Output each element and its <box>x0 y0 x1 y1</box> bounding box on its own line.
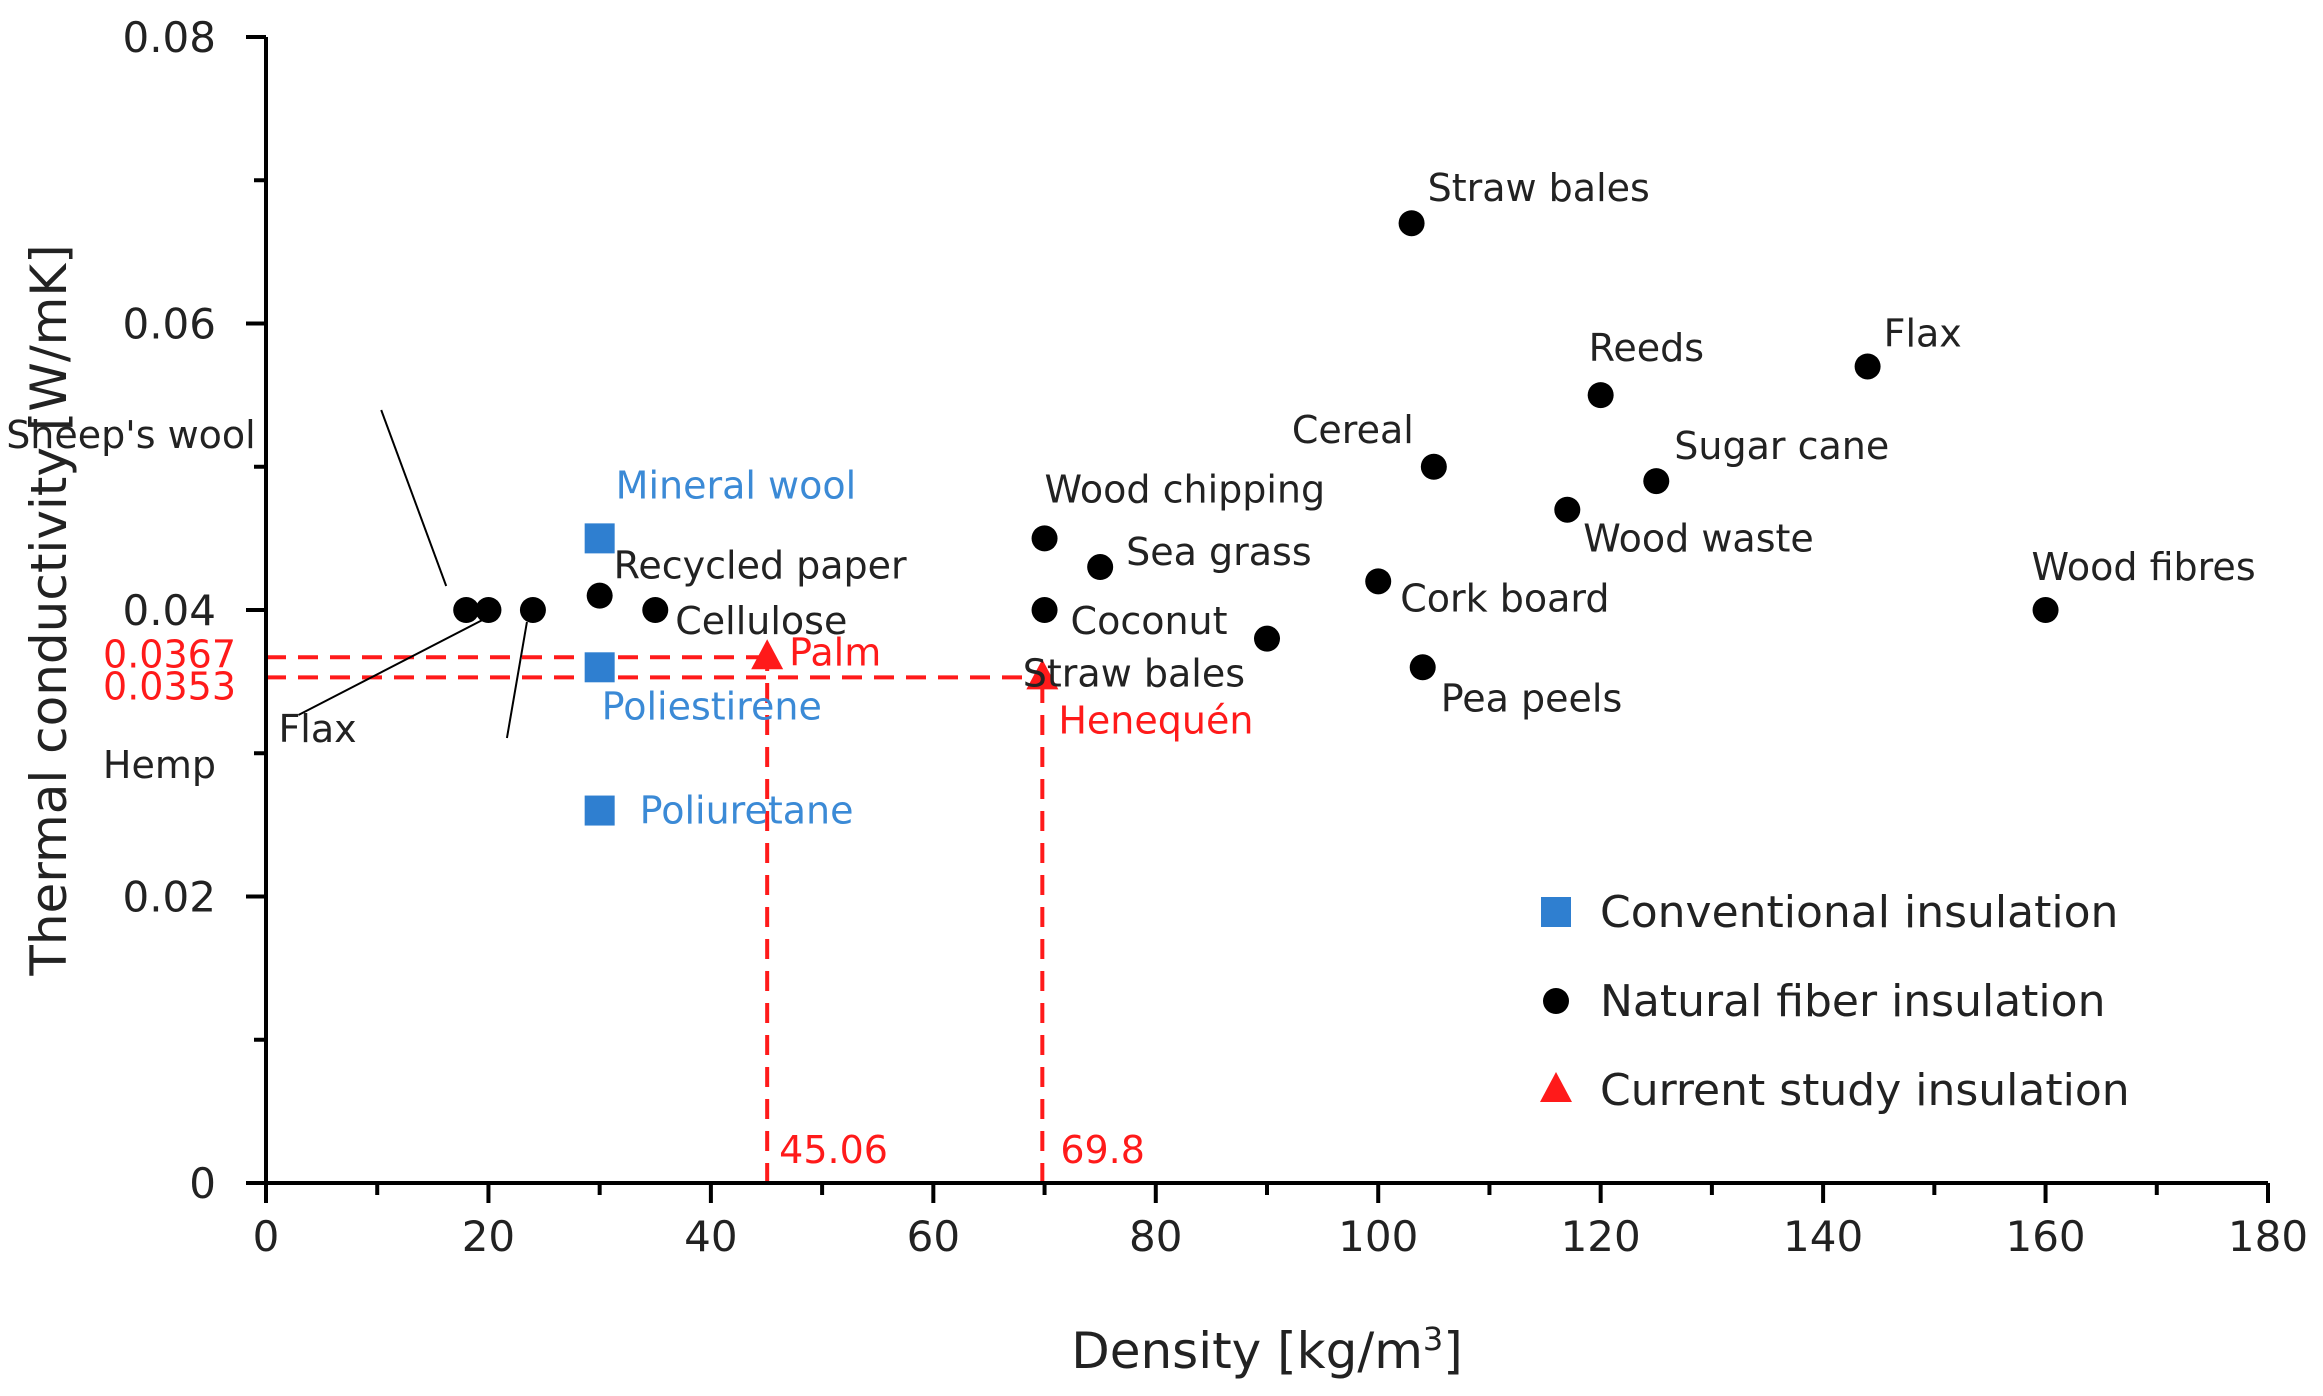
point-label: Sheep's wool <box>6 413 256 457</box>
conventional-point-marker <box>584 795 615 826</box>
conventional-point-marker <box>584 523 615 554</box>
legend-label: Natural fiber insulation <box>1600 976 2105 1027</box>
natural-point-marker <box>642 597 669 623</box>
natural-point-marker <box>1031 525 1058 552</box>
point-label: Mineral wool <box>616 463 857 507</box>
point-label: Poliestirene <box>602 684 822 728</box>
point-label: Hemp <box>103 743 216 787</box>
point-label: Wood fibres <box>2032 545 2256 589</box>
point-label: Sugar cane <box>1674 424 1889 468</box>
henequen-conductivity-label: 0.0353 <box>103 664 236 708</box>
y-axis-title: Thermal conductivity [W/mK] <box>20 244 78 976</box>
point-label: Flax <box>278 707 356 751</box>
point-label: Straw bales <box>1428 166 1650 210</box>
x-tick-label: 160 <box>2005 1212 2085 1261</box>
point-label: Recycled paper <box>614 544 907 588</box>
point-label: Palm <box>789 630 881 674</box>
y-tick-label: 0.04 <box>122 586 216 635</box>
natural-point-marker <box>1409 654 1436 681</box>
natural-point-marker <box>1365 568 1392 595</box>
palm-density-label: 45.06 <box>779 1128 888 1172</box>
legend-marker-current <box>1540 1072 1572 1102</box>
legend-marker-natural <box>1543 988 1569 1014</box>
x-tick-label: 180 <box>2228 1212 2308 1261</box>
point-label: Coconut <box>1071 599 1228 643</box>
natural-point-marker <box>1254 625 1280 652</box>
point-label: Cellulose <box>675 599 847 643</box>
legend-marker-conventional <box>1541 897 1571 927</box>
natural-point-marker <box>1398 210 1425 237</box>
natural-point-marker <box>586 582 613 609</box>
data-points <box>453 210 2059 826</box>
current-study-point-marker <box>751 639 784 670</box>
point-label: Wood chipping <box>1045 467 1326 511</box>
natural-point-marker <box>1554 496 1581 523</box>
point-label: Pea peels <box>1441 676 1623 720</box>
palm-conductivity-label: 0.0367 <box>103 632 236 676</box>
x-tick-label: 60 <box>907 1212 960 1261</box>
natural-point-marker <box>2032 597 2059 623</box>
henequen-density-label: 69.8 <box>1060 1128 1145 1172</box>
leader-line <box>380 409 448 587</box>
natural-point-marker <box>1087 554 1114 581</box>
axes: 0 20 40 60 80 100 120 140 160 180 0 0.02 0.04 0.06 0.0… <box>20 13 2308 1380</box>
x-axis-title: Density [kg/m3] <box>1071 1320 1463 1380</box>
point-label: Poliuretane <box>640 789 854 833</box>
point-label: Cereal <box>1292 408 1414 452</box>
x-tick-label: 100 <box>1338 1212 1418 1261</box>
y-tick-label: 0 <box>189 1159 216 1208</box>
y-tick-label: 0.02 <box>122 873 216 922</box>
point-label: Wood waste <box>1583 517 1814 561</box>
natural-point-marker <box>1854 353 1881 380</box>
point-label: Sea grass <box>1126 530 1312 574</box>
leader-line <box>297 619 483 716</box>
natural-point-marker <box>453 597 480 623</box>
point-label: Straw bales <box>1023 652 1245 696</box>
x-axis-title-sup: 3 <box>1423 1320 1443 1358</box>
x-tick-label: 20 <box>462 1212 515 1261</box>
leader-line <box>505 621 528 739</box>
x-axis-title-end: ] <box>1443 1322 1463 1380</box>
y-tick-label: 0.08 <box>122 13 216 62</box>
x-tick-label: 0 <box>253 1212 280 1261</box>
point-label: Reeds <box>1589 326 1704 370</box>
natural-point-marker <box>1420 453 1447 480</box>
x-tick-label: 40 <box>684 1212 737 1261</box>
conventional-point-marker <box>584 652 615 683</box>
point-label: Cork board <box>1400 576 1609 620</box>
leader-lines <box>297 409 528 739</box>
y-tick-label: 0.06 <box>122 300 216 349</box>
natural-point-marker <box>519 597 546 623</box>
legend-label: Current study insulation <box>1600 1065 2130 1116</box>
legend: Conventional insulation Natural fiber ins… <box>1540 887 2130 1116</box>
x-tick-label: 140 <box>1783 1212 1863 1261</box>
natural-point-marker <box>1643 468 1670 495</box>
natural-point-marker <box>1587 382 1614 409</box>
point-label: Flax <box>1884 311 1962 355</box>
point-label: Henequén <box>1058 698 1253 742</box>
x-axis-title-main: Density [kg/m <box>1071 1322 1423 1380</box>
natural-point-marker <box>1031 597 1058 623</box>
current-study-point-marker <box>1026 659 1059 690</box>
point-labels: Mineral wool Poliestirene Poliuretane Sheep… <box>6 166 2255 832</box>
natural-point-marker <box>475 597 502 623</box>
x-tick-label: 80 <box>1129 1212 1182 1261</box>
x-tick-label: 120 <box>1561 1212 1641 1261</box>
legend-label: Conventional insulation <box>1600 887 2118 938</box>
